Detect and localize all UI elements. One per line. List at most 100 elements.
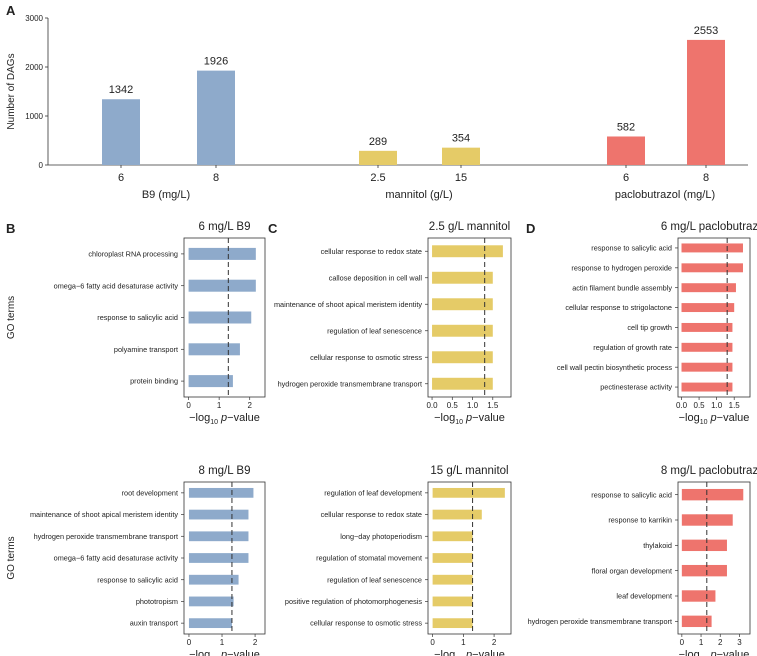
bar-root-development: [188, 487, 254, 498]
go-term-label: positive regulation of photomorphogenesi…: [285, 597, 422, 606]
go-term-label: regulation of leaf development: [324, 488, 422, 497]
chart-title: 6 mg/L paclobutrazol: [661, 221, 757, 233]
bar-omega-6-fatty-acid-desaturase-activity: [188, 553, 249, 563]
bar-leaf-development: [681, 590, 716, 602]
x-tick-label: 3: [737, 638, 742, 647]
bar-response-to-salicylic-acid: [188, 311, 252, 324]
bar-paclobutrazol-mg-l-8: [687, 39, 725, 165]
go-term-label: hydrogen peroxide transmembrane transpor…: [278, 379, 422, 388]
go-term-label: leaf development: [616, 592, 672, 601]
x-tick-label: 0.5: [694, 401, 706, 410]
bar-regulation-of-growth-rate: [681, 342, 733, 352]
bar-cellular-response-to-osmotic-stress: [432, 351, 493, 364]
go-term-label: regulation of leaf senescence: [327, 575, 422, 584]
y-axis-label: Number of DAGs: [6, 53, 17, 129]
go-term-label: regulation of stomatal movement: [316, 554, 422, 563]
bar-positive-regulation-of-photomorphogenesis: [432, 596, 473, 607]
x-tick-label: 0: [680, 638, 685, 647]
bar-cellular-response-to-osmotic-stress: [432, 618, 473, 629]
go-chart-6mgl-paclobutrazol: 6 mg/L paclobutrazol response to salicyli…: [557, 221, 757, 426]
go-term-label: response to hydrogen peroxide: [571, 263, 672, 272]
x-axis-label: −log10 p−value: [679, 649, 750, 656]
x-tick-label: 0: [430, 638, 435, 647]
bar-cellular-response-to-redox-state: [432, 245, 503, 258]
go-chart-8mgl-paclobutrazol: 8 mg/L paclobutrazol response to salicyli…: [528, 465, 757, 656]
bar-regulation-of-stomatal-movement: [432, 553, 473, 563]
x-tick-label: 0: [187, 638, 192, 647]
bar-omega-6-fatty-acid-desaturase-activity: [188, 279, 256, 292]
bar-response-to-karrikin: [681, 514, 733, 526]
go-term-label: response to salicylic acid: [591, 490, 672, 499]
x-tick-label: 1.0: [467, 401, 479, 410]
plot-frame: [677, 481, 751, 635]
bar-regulation-of-leaf-senescence: [432, 574, 473, 585]
x-tick-label: 1: [217, 401, 222, 410]
x-tick-label: 1: [220, 638, 225, 647]
x-tick-label: 2.5: [370, 172, 385, 184]
go-term-label: regulation of leaf senescence: [327, 326, 422, 335]
bar-mannitol-g-l-2-5: [359, 150, 397, 165]
go-term-label: cellular response to strigolactone: [565, 303, 672, 312]
x-tick-label: 2: [253, 638, 258, 647]
go-term-label: response to salicylic acid: [97, 575, 178, 584]
bar-actin-filament-bundle-assembly: [681, 283, 736, 293]
data-label: 354: [452, 133, 470, 145]
bar-maintenance-of-shoot-apical-meristem-identity: [188, 509, 249, 520]
x-tick-label: 2: [247, 401, 252, 410]
x-tick-label: 0.0: [676, 401, 688, 410]
y-tick-label: 2000: [25, 63, 43, 72]
go-term-label: thylakoid: [643, 541, 672, 550]
go-term-label: regulation of growth rate: [593, 343, 672, 352]
go-term-label: long−day photoperiodism: [340, 532, 422, 541]
panel-letter-a: A: [6, 3, 16, 18]
data-label: 582: [617, 121, 635, 133]
go-term-label: hydrogen peroxide transmembrane transpor…: [34, 532, 178, 541]
bar-floral-organ-development: [681, 564, 727, 577]
chart-title: 15 g/L mannitol: [430, 465, 508, 477]
go-chart-6mgl-b9: 6 mg/L B9 chloroplast RNA processing omega…: [6, 221, 266, 426]
bar-response-to-salicylic-acid: [681, 488, 744, 501]
x-axis-label: −log10 p−value: [434, 649, 505, 656]
y-tick-label: 1000: [25, 112, 43, 121]
panel-letter-b: B: [6, 221, 15, 236]
plot-frame: [677, 237, 751, 398]
bar-regulation-of-leaf-development: [432, 487, 505, 498]
chart-title: 8 mg/L B9: [199, 465, 251, 477]
group-label: mannitol (g/L): [385, 189, 452, 201]
bar-pectinesterase-activity: [681, 382, 733, 392]
bar-cellular-response-to-redox-state: [432, 509, 482, 520]
go-term-label: response to salicylic acid: [591, 244, 672, 253]
go-term-label: maintenance of shoot apical meristem ide…: [274, 300, 422, 309]
x-axis-label: −log10 p−value: [189, 649, 260, 656]
x-tick-label: 0: [186, 401, 191, 410]
bar-chloroplast-rna-processing: [188, 247, 256, 260]
x-tick-label: 15: [455, 172, 467, 184]
y-axis-label: GO terms: [6, 536, 17, 579]
go-term-label: root development: [122, 488, 178, 497]
y-tick-label: 3000: [25, 14, 43, 23]
bar-phototropism: [188, 596, 234, 607]
y-tick-label: 0: [39, 161, 44, 170]
bar-mannitol-g-l-15: [442, 147, 480, 165]
bar-cell-tip-growth: [681, 322, 733, 332]
go-term-label: cell tip growth: [627, 323, 672, 332]
bar-cell-wall-pectin-biosynthetic-process: [681, 362, 733, 372]
bar-b9-mg-l-6: [102, 99, 140, 165]
go-term-label: omega−6 fatty acid desaturase activity: [54, 281, 179, 290]
bar-maintenance-of-shoot-apical-meristem-identity: [432, 298, 493, 311]
bar-b9-mg-l-8: [197, 70, 235, 165]
go-term-label: cellular response to osmotic stress: [310, 353, 422, 362]
bar-callose-deposition-in-cell-wall: [432, 271, 493, 284]
x-axis-label: −log10 p−value: [434, 412, 505, 426]
x-tick-label: 1: [699, 638, 704, 647]
go-term-label: actin filament bundle assembly: [572, 283, 672, 292]
data-label: 1926: [204, 56, 228, 68]
x-tick-label: 8: [703, 172, 709, 184]
go-term-label: cellular response to osmotic stress: [310, 619, 422, 628]
bar-hydrogen-peroxide-transmembrane-transport: [188, 531, 249, 542]
bar-protein-binding: [188, 375, 233, 388]
chart-title: 8 mg/L paclobutrazol: [661, 465, 757, 477]
bar-response-to-salicylic-acid: [681, 243, 743, 253]
panel-letter-c: C: [268, 221, 278, 236]
bar-regulation-of-leaf-senescence: [432, 324, 493, 337]
